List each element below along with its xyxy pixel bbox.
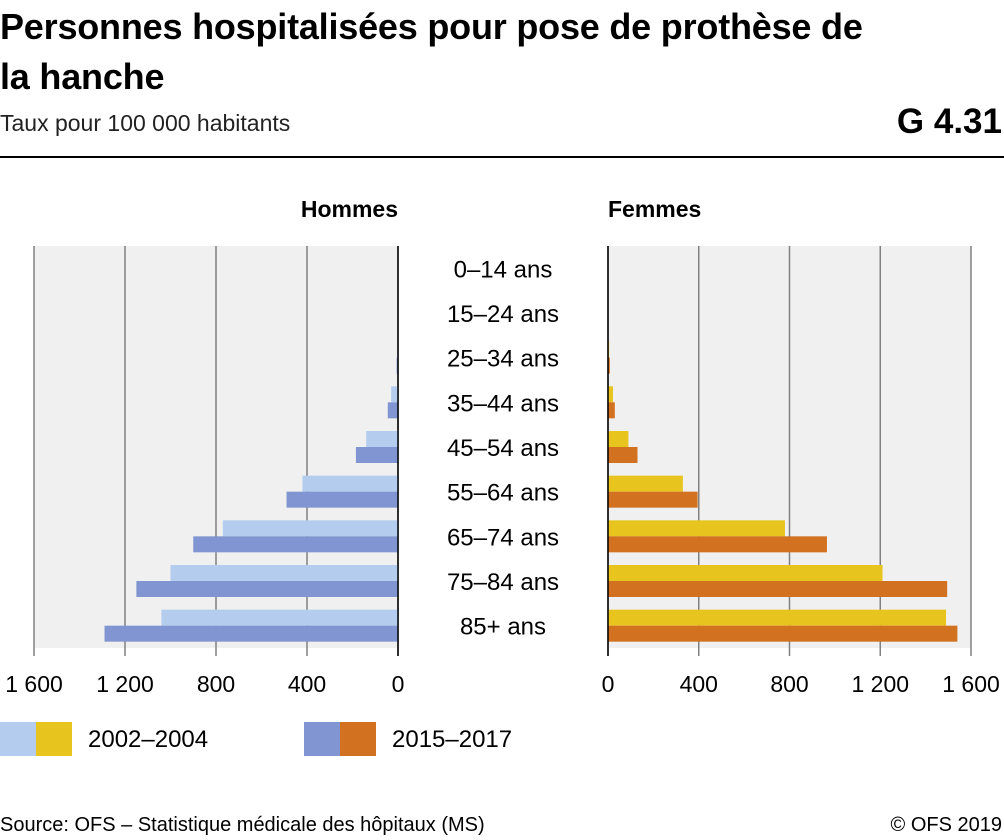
copyright: © OFS 2019 bbox=[890, 814, 1002, 836]
femmes-tick-label: 400 bbox=[680, 671, 718, 697]
femmes-tick-label: 1 200 bbox=[851, 671, 909, 697]
femmes-bar-2002-2004 bbox=[608, 520, 785, 537]
category-label: 35–44 ans bbox=[447, 390, 559, 417]
hommes-bar-2002-2004 bbox=[170, 565, 398, 581]
femmes-bar-2002-2004 bbox=[608, 475, 683, 492]
legend-label-period2: 2015–2017 bbox=[392, 726, 513, 753]
femmes-panel-title: Femmes bbox=[608, 196, 701, 222]
femmes-tick-label: 800 bbox=[770, 671, 808, 697]
chart-subtitle: Taux pour 100 000 habitants bbox=[0, 110, 291, 136]
femmes-bar-2015-2017 bbox=[608, 536, 827, 553]
femmes-bar-2015-2017 bbox=[608, 402, 615, 419]
femmes-bar-2015-2017 bbox=[608, 447, 638, 463]
femmes-bar-2015-2017 bbox=[608, 581, 948, 597]
femmes-bar-2002-2004 bbox=[608, 431, 629, 447]
legend-swatch-femmes-2015-2017 bbox=[340, 722, 376, 756]
hommes-tick-label: 1 200 bbox=[96, 671, 154, 697]
femmes-bar-2002-2004 bbox=[608, 609, 947, 626]
hommes-bar-2015-2017 bbox=[286, 491, 398, 508]
chart-title: Personnes hospitalisées pour pose de pro… bbox=[0, 6, 863, 97]
femmes-tick-label: 1 600 bbox=[942, 671, 1000, 697]
hommes-bar-2015-2017 bbox=[387, 402, 398, 419]
category-label: 85+ ans bbox=[460, 614, 546, 641]
hommes-tick-label: 400 bbox=[288, 671, 326, 697]
hommes-bar-2015-2017 bbox=[193, 536, 398, 553]
hommes-bar-2002-2004 bbox=[366, 431, 398, 447]
category-label: 45–54 ans bbox=[447, 435, 559, 462]
source-note: Source: OFS – Statistique médicale des h… bbox=[0, 814, 485, 836]
femmes-bar-2015-2017 bbox=[608, 625, 958, 642]
category-label: 55–64 ans bbox=[447, 480, 559, 507]
hommes-tick-label: 0 bbox=[392, 671, 405, 697]
hommes-bar-2002-2004 bbox=[222, 520, 398, 537]
header-rule bbox=[0, 156, 1004, 158]
legend-label-period1: 2002–2004 bbox=[88, 726, 209, 753]
hommes-bar-2002-2004 bbox=[161, 609, 398, 626]
femmes-bar-2015-2017 bbox=[608, 491, 698, 508]
category-label: 15–24 ans bbox=[447, 301, 559, 328]
hommes-panel-title: Hommes bbox=[301, 196, 398, 222]
legend-swatch-hommes-2002-2004 bbox=[0, 722, 36, 756]
legend-item-period1: 2002–2004 bbox=[0, 722, 300, 756]
femmes-bar-2015-2017 bbox=[608, 357, 610, 374]
femmes-bar-2002-2004 bbox=[608, 565, 883, 581]
hommes-tick-label: 1 600 bbox=[5, 671, 63, 697]
hommes-bar-2015-2017 bbox=[136, 581, 398, 597]
femmes-tick-label: 0 bbox=[602, 671, 615, 697]
femmes-bar-2002-2004 bbox=[608, 386, 613, 403]
hommes-tick-label: 800 bbox=[197, 671, 235, 697]
hommes-bar-2002-2004 bbox=[391, 386, 398, 403]
hommes-bar-2002-2004 bbox=[302, 475, 398, 492]
category-label: 65–74 ans bbox=[447, 524, 559, 551]
hommes-bar-2015-2017 bbox=[355, 447, 398, 463]
legend: 2002–2004 2015–2017 bbox=[0, 722, 1004, 758]
category-label: 25–34 ans bbox=[447, 346, 559, 373]
category-label: 75–84 ans bbox=[447, 569, 559, 596]
legend-swatch-hommes-2015-2017 bbox=[304, 722, 340, 756]
hommes-bar-2015-2017 bbox=[104, 625, 399, 642]
chart-code: G 4.31 bbox=[896, 102, 1002, 141]
legend-item-period2: 2015–2017 bbox=[304, 722, 604, 756]
legend-swatch-femmes-2002-2004 bbox=[36, 722, 72, 756]
category-label: 0–14 ans bbox=[454, 256, 553, 283]
